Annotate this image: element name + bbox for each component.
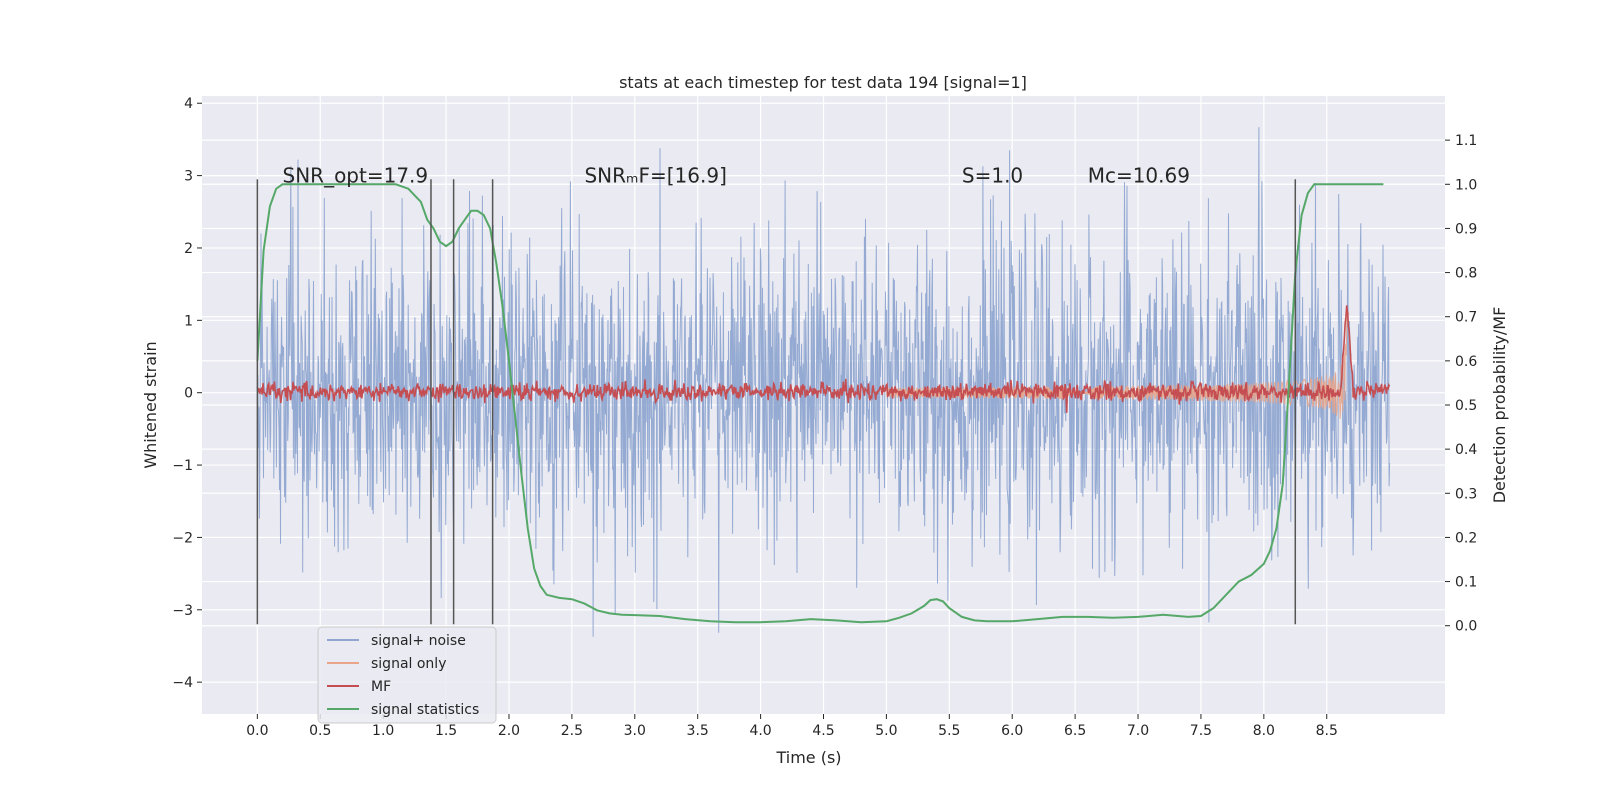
x-tick-label: 4.0 <box>749 723 771 739</box>
x-tick-label: 6.5 <box>1064 723 1086 739</box>
x-tick-label: 2.5 <box>561 723 583 739</box>
right-y-tick-label: 0.3 <box>1455 486 1477 502</box>
right-y-tick-label: 0.1 <box>1455 575 1477 591</box>
left-y-tick-label: 0 <box>184 386 193 402</box>
legend-box <box>317 626 497 724</box>
legend-label-mf: MF <box>371 679 391 695</box>
series-mf <box>256 305 1391 413</box>
annotation-text: SNRₘF=[16.9] <box>584 164 726 188</box>
x-tick-label: 2.0 <box>498 723 520 739</box>
x-tick-label: 1.0 <box>372 723 394 739</box>
annotation-text: SNR_opt=17.9 <box>283 164 429 188</box>
chart-title: stats at each timestep for test data 194… <box>619 73 1027 92</box>
right-y-tick-label: 0.5 <box>1455 398 1477 414</box>
vertical-markers <box>256 179 1297 625</box>
x-tick-label: 8.0 <box>1253 723 1275 739</box>
x-tick-label: 1.5 <box>435 723 457 739</box>
left-y-tick-label: 1 <box>184 313 193 329</box>
x-tick-label: 5.5 <box>938 723 960 739</box>
x-tick-label: 7.0 <box>1127 723 1149 739</box>
x-tick-label: 6.0 <box>1001 723 1023 739</box>
legend: signal+ noise signal only MF signal stat… <box>317 626 497 724</box>
right-y-tick-label: 0.6 <box>1455 354 1477 370</box>
right-y-tick-label: 0.0 <box>1455 619 1477 635</box>
series-layer <box>256 127 1391 637</box>
annotation-text: Mᴄ=10.69 <box>1088 164 1190 188</box>
annotation-text: S=1.0 <box>962 164 1023 188</box>
left-y-tick-label: 4 <box>184 96 193 112</box>
series-signal-noise <box>256 127 1391 637</box>
x-tick-label: 0.5 <box>309 723 331 739</box>
right-y-tick-label: 0.8 <box>1455 266 1477 282</box>
annotations: SNR_opt=17.9 SNRₘF=[16.9] S=1.0 Mᴄ=10.69 <box>283 164 1190 188</box>
right-y-tick-label: 0.7 <box>1455 310 1477 326</box>
right-y-tick-label: 1.1 <box>1455 133 1477 149</box>
right-y-tick-label: 0.2 <box>1455 530 1477 546</box>
x-tick-label: 7.5 <box>1190 723 1212 739</box>
x-tick-label: 3.0 <box>624 723 646 739</box>
right-y-tick-label: 1.0 <box>1455 177 1477 193</box>
left-y-tick-label: −1 <box>172 458 193 474</box>
series-signal-statistics <box>256 183 1384 624</box>
left-y-tick-label: 3 <box>184 169 193 185</box>
legend-label-signal-only: signal only <box>371 656 446 672</box>
right-y-tick-label: 0.9 <box>1455 221 1477 237</box>
right-y-tick-label: 0.4 <box>1455 442 1477 458</box>
x-axis-label: Time (s) <box>775 748 841 767</box>
right-y-axis: 0.0 0.1 0.2 0.3 0.4 0.5 0.6 0.7 0.8 0.9 1.0 1.1 <box>1445 133 1477 635</box>
right-y-axis-label: Detection probability/MF <box>1490 307 1509 504</box>
x-tick-label: 3.5 <box>687 723 709 739</box>
x-tick-label: 5.0 <box>875 723 897 739</box>
x-axis: 0.0 0.5 1.0 1.5 2.0 2.5 3.0 3.5 4.0 4.5 5.0 5.5 6.0 6… <box>246 714 1338 739</box>
x-tick-label: 8.5 <box>1316 723 1338 739</box>
legend-label-signal-noise: signal+ noise <box>371 633 466 649</box>
x-tick-label: 0.0 <box>246 723 268 739</box>
left-y-tick-label: −3 <box>172 603 193 619</box>
left-y-tick-label: −2 <box>172 530 193 546</box>
legend-label-signal-statistics: signal statistics <box>371 702 479 718</box>
x-tick-label: 4.5 <box>812 723 834 739</box>
left-y-tick-label: −4 <box>172 675 193 691</box>
left-y-axis: −4 −3 −2 −1 0 1 2 3 4 <box>172 96 202 691</box>
left-y-tick-label: 2 <box>184 241 193 257</box>
left-y-axis-label: Whitened strain <box>141 341 160 468</box>
